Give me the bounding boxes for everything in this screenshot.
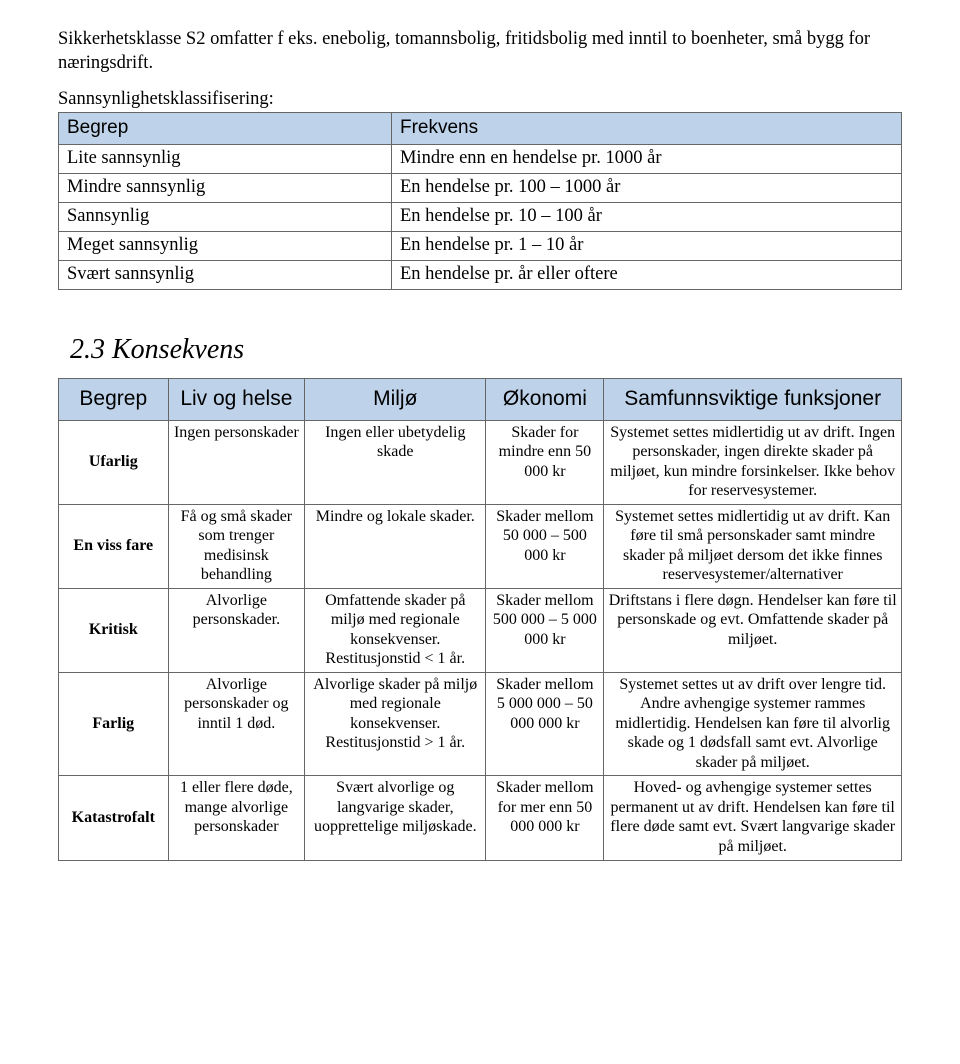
cell: Alvorlige personskader. xyxy=(168,588,305,672)
table-row: Kritisk Alvorlige personskader. Omfatten… xyxy=(59,588,902,672)
cell: Hoved- og avhengige systemer settes perm… xyxy=(604,776,902,860)
cell: Alvorlige skader på miljø med regionale … xyxy=(305,672,486,776)
cell: Mindre og lokale skader. xyxy=(305,504,486,588)
cell: Mindre sannsynlig xyxy=(59,174,392,203)
table-row: Meget sannsynlig En hendelse pr. 1 – 10 … xyxy=(59,232,902,261)
consequence-table: Begrep Liv og helse Miljø Økonomi Samfun… xyxy=(58,378,902,860)
cell: Svært alvorlige og langvarige skader, uo… xyxy=(305,776,486,860)
cell: Driftstans i flere døgn. Hendelser kan f… xyxy=(604,588,902,672)
cell: En hendelse pr. 1 – 10 år xyxy=(391,232,901,261)
cell: Svært sannsynlig xyxy=(59,261,392,290)
cell: En hendelse pr. 10 – 100 år xyxy=(391,203,901,232)
cell: Skader mellom 50 000 – 500 000 kr xyxy=(486,504,604,588)
cell: Sannsynlig xyxy=(59,203,392,232)
cell: En hendelse pr. år eller oftere xyxy=(391,261,901,290)
table-header-row: Begrep Liv og helse Miljø Økonomi Samfun… xyxy=(59,379,902,420)
row-label: Ufarlig xyxy=(59,420,169,504)
cell: Systemet settes ut av drift over lengre … xyxy=(604,672,902,776)
cell: Mindre enn en hendelse pr. 1000 år xyxy=(391,145,901,174)
cell: Skader mellom for mer enn 50 000 000 kr xyxy=(486,776,604,860)
section-heading: 2.3 Konsekvens xyxy=(70,334,902,366)
cell: Lite sannsynlig xyxy=(59,145,392,174)
intro-paragraph: Sikkerhetsklasse S2 omfatter f eks. eneb… xyxy=(58,28,902,75)
cell: Ingen personskader xyxy=(168,420,305,504)
cell: Meget sannsynlig xyxy=(59,232,392,261)
document-page: Sikkerhetsklasse S2 omfatter f eks. eneb… xyxy=(0,0,960,881)
table-row: Ufarlig Ingen personskader Ingen eller u… xyxy=(59,420,902,504)
frequency-table: Begrep Frekvens Lite sannsynlig Mindre e… xyxy=(58,112,902,290)
table-row: Svært sannsynlig En hendelse pr. år elle… xyxy=(59,261,902,290)
cell: Skader for mindre enn 50 000 kr xyxy=(486,420,604,504)
col-samfunn: Samfunnsviktige funksjoner xyxy=(604,379,902,420)
col-livhelse: Liv og helse xyxy=(168,379,305,420)
table-row: Katastrofalt 1 eller flere døde, mange a… xyxy=(59,776,902,860)
cell: Systemet settes midlertidig ut av drift.… xyxy=(604,504,902,588)
table-header-row: Begrep Frekvens xyxy=(59,113,902,145)
cell: En hendelse pr. 100 – 1000 år xyxy=(391,174,901,203)
table-row: Farlig Alvorlige personskader og inntil … xyxy=(59,672,902,776)
table-row: En viss fare Få og små skader som trenge… xyxy=(59,504,902,588)
cell: Systemet settes midlertidig ut av drift.… xyxy=(604,420,902,504)
intro-subhead: Sannsynlighetsklassifisering: xyxy=(58,89,902,110)
col-frekvens: Frekvens xyxy=(391,113,901,145)
col-miljo: Miljø xyxy=(305,379,486,420)
cell: 1 eller flere døde, mange alvorlige pers… xyxy=(168,776,305,860)
row-label: Katastrofalt xyxy=(59,776,169,860)
cell: Omfattende skader på miljø med regionale… xyxy=(305,588,486,672)
cell: Få og små skader som trenger medisinsk b… xyxy=(168,504,305,588)
col-begrep: Begrep xyxy=(59,379,169,420)
row-label: En viss fare xyxy=(59,504,169,588)
cell: Ingen eller ubetydelig skade xyxy=(305,420,486,504)
table-row: Sannsynlig En hendelse pr. 10 – 100 år xyxy=(59,203,902,232)
table-row: Mindre sannsynlig En hendelse pr. 100 – … xyxy=(59,174,902,203)
col-okonomi: Økonomi xyxy=(486,379,604,420)
row-label: Kritisk xyxy=(59,588,169,672)
row-label: Farlig xyxy=(59,672,169,776)
table-row: Lite sannsynlig Mindre enn en hendelse p… xyxy=(59,145,902,174)
col-begrep: Begrep xyxy=(59,113,392,145)
cell: Skader mellom 5 000 000 – 50 000 000 kr xyxy=(486,672,604,776)
cell: Alvorlige personskader og inntil 1 død. xyxy=(168,672,305,776)
cell: Skader mellom 500 000 – 5 000 000 kr xyxy=(486,588,604,672)
